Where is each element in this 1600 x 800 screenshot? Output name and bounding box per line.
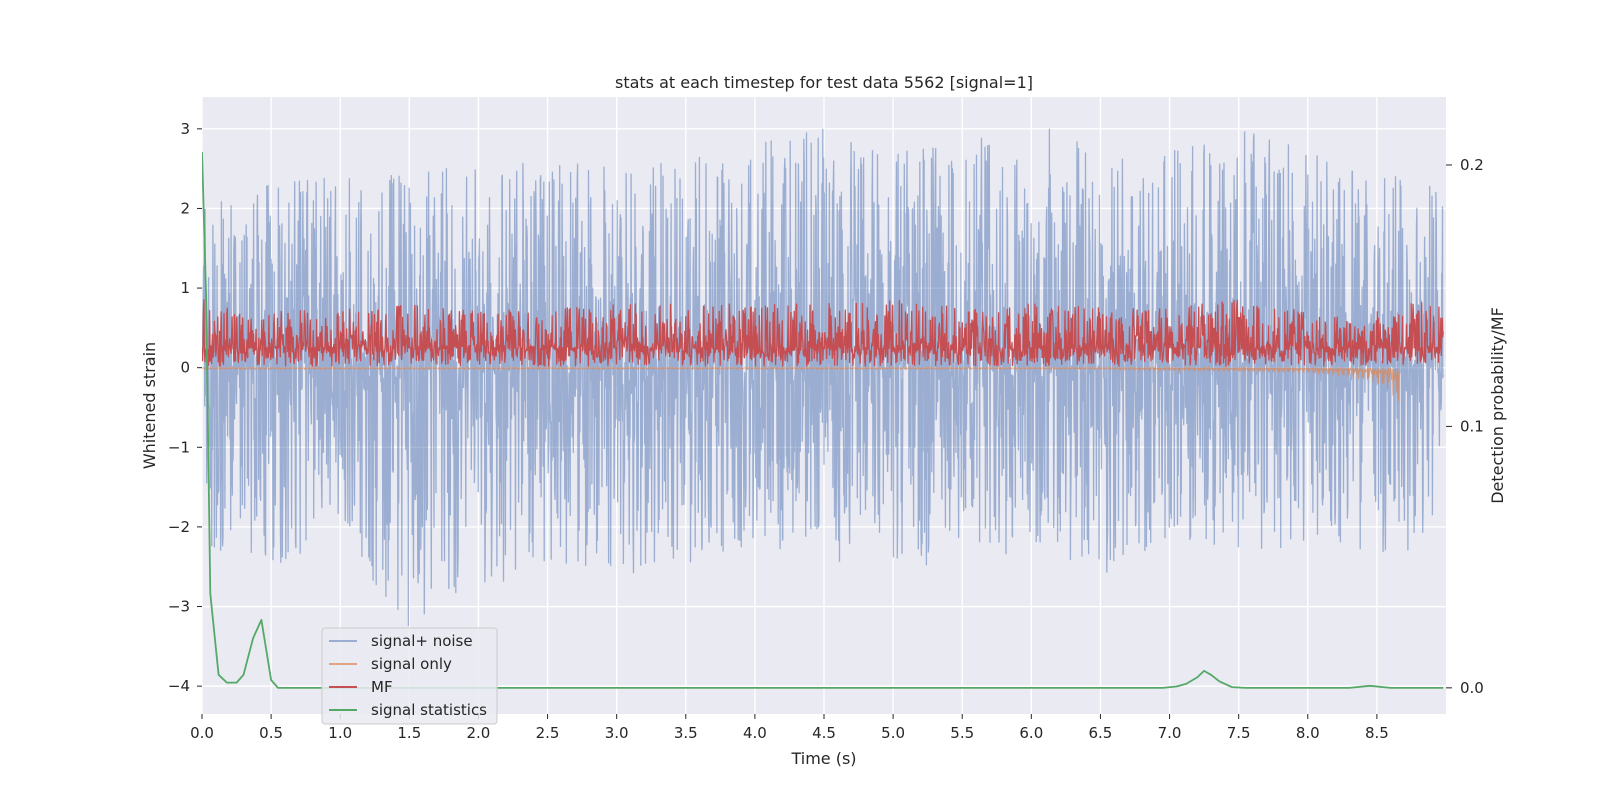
x-tick-label: 7.5 xyxy=(1227,724,1251,742)
x-tick-label: 1.0 xyxy=(328,724,352,742)
x-tick-label: 2.0 xyxy=(467,724,491,742)
y2-axis-label: Detection probability/MF xyxy=(1488,307,1507,504)
x-tick-label: 3.5 xyxy=(674,724,698,742)
x-tick-label: 2.5 xyxy=(536,724,560,742)
x-axis-label: Time (s) xyxy=(790,749,856,768)
x-tick-label: 8.5 xyxy=(1365,724,1389,742)
x-tick-label: 4.5 xyxy=(812,724,836,742)
axes: 0.0 0.5 1.0 1.5 2.0 2.5 3.0 3.5 4.0 4.5 5.0 5.5 6.0 6… xyxy=(168,120,1484,742)
series-line-signal-statistics xyxy=(202,151,1444,689)
y2-tick-label: 0.0 xyxy=(1460,679,1484,697)
series-line-signal-noise xyxy=(202,128,1444,627)
legend-label: MF xyxy=(371,678,393,696)
series-line-signal-only xyxy=(202,365,1400,402)
y-tick-label: −3 xyxy=(168,598,190,616)
legend-label: signal statistics xyxy=(371,701,487,719)
y-tick-label: −1 xyxy=(168,438,190,456)
x-tick-label: 0.0 xyxy=(190,724,214,742)
x-tick-label: 7.0 xyxy=(1158,724,1182,742)
y-tick-label: −2 xyxy=(168,518,190,536)
legend: signal+ noise signal only MF signal statist… xyxy=(321,627,498,725)
legend-label: signal+ noise xyxy=(371,632,473,650)
y-tick-label: 3 xyxy=(180,120,190,138)
y2-tick-label: 0.2 xyxy=(1460,156,1484,174)
legend-box xyxy=(321,627,498,725)
x-tick-label: 1.5 xyxy=(397,724,421,742)
y-tick-label: 2 xyxy=(180,199,190,217)
y-tick-label: 0 xyxy=(180,359,190,377)
y-tick-label: −4 xyxy=(168,677,190,695)
y-tick-label: 1 xyxy=(180,279,190,297)
chart-title: stats at each timestep for test data 556… xyxy=(615,73,1033,92)
x-tick-label: 4.0 xyxy=(743,724,767,742)
data-layer xyxy=(202,128,1444,689)
x-tick-label: 6.5 xyxy=(1089,724,1113,742)
x-tick-label: 8.0 xyxy=(1296,724,1320,742)
y-axis-label: Whitened strain xyxy=(140,342,159,469)
series-line-mf xyxy=(202,298,1444,368)
x-tick-label: 6.0 xyxy=(1019,724,1043,742)
x-tick-label: 3.0 xyxy=(605,724,629,742)
x-tick-label: 0.5 xyxy=(259,724,283,742)
legend-label: signal only xyxy=(371,655,452,673)
x-tick-label: 5.0 xyxy=(881,724,905,742)
x-tick-label: 5.5 xyxy=(950,724,974,742)
y2-tick-label: 0.1 xyxy=(1460,417,1484,435)
